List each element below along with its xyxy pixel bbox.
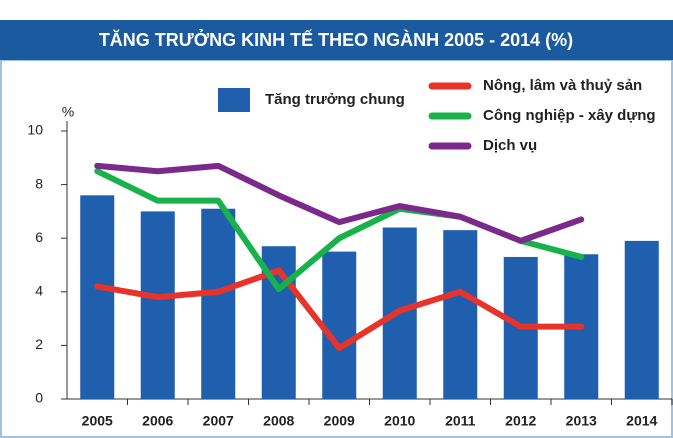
bar	[322, 251, 357, 399]
x-tick-label: 2007	[203, 413, 234, 429]
y-tick-label: 6	[35, 229, 43, 245]
bar	[201, 208, 236, 399]
x-tick-label: 2012	[505, 413, 536, 429]
legend-swatch	[218, 88, 250, 112]
bar	[140, 211, 175, 399]
y-tick-label: 4	[35, 283, 43, 299]
x-tick-label: 2006	[142, 413, 173, 429]
x-tick-label: 2014	[626, 413, 657, 429]
line	[94, 267, 585, 352]
bar	[624, 240, 659, 399]
x-tick-label: 2010	[384, 413, 415, 429]
title-bar	[0, 20, 673, 60]
y-tick-label: 10	[27, 122, 43, 138]
y-tick-label: 2	[35, 336, 43, 352]
x-tick-label: 2008	[263, 413, 294, 429]
x-tick-label: 2013	[566, 413, 597, 429]
line	[94, 162, 585, 244]
x-tick-label: 2011	[445, 413, 476, 429]
x-tick-label: 2009	[324, 413, 355, 429]
bar	[443, 230, 478, 399]
y-axis-label: %	[62, 104, 74, 120]
x-tick-label: 2005	[82, 413, 113, 429]
y-tick-label: 8	[35, 175, 43, 191]
bar	[80, 195, 115, 399]
legend-label: Dịch vụ	[483, 137, 537, 154]
chart-title: TĂNG TRƯỞNG KINH TẾ THEO NGÀNH 2005 - 20…	[99, 29, 573, 50]
legend-label: Công nghiệp - xây dựng	[483, 107, 656, 124]
legend-label: Nông, lâm và thuỷ sản	[483, 77, 642, 94]
legend-label: Tăng trưởng chung	[265, 91, 405, 108]
y-tick-label: 0	[35, 390, 43, 406]
